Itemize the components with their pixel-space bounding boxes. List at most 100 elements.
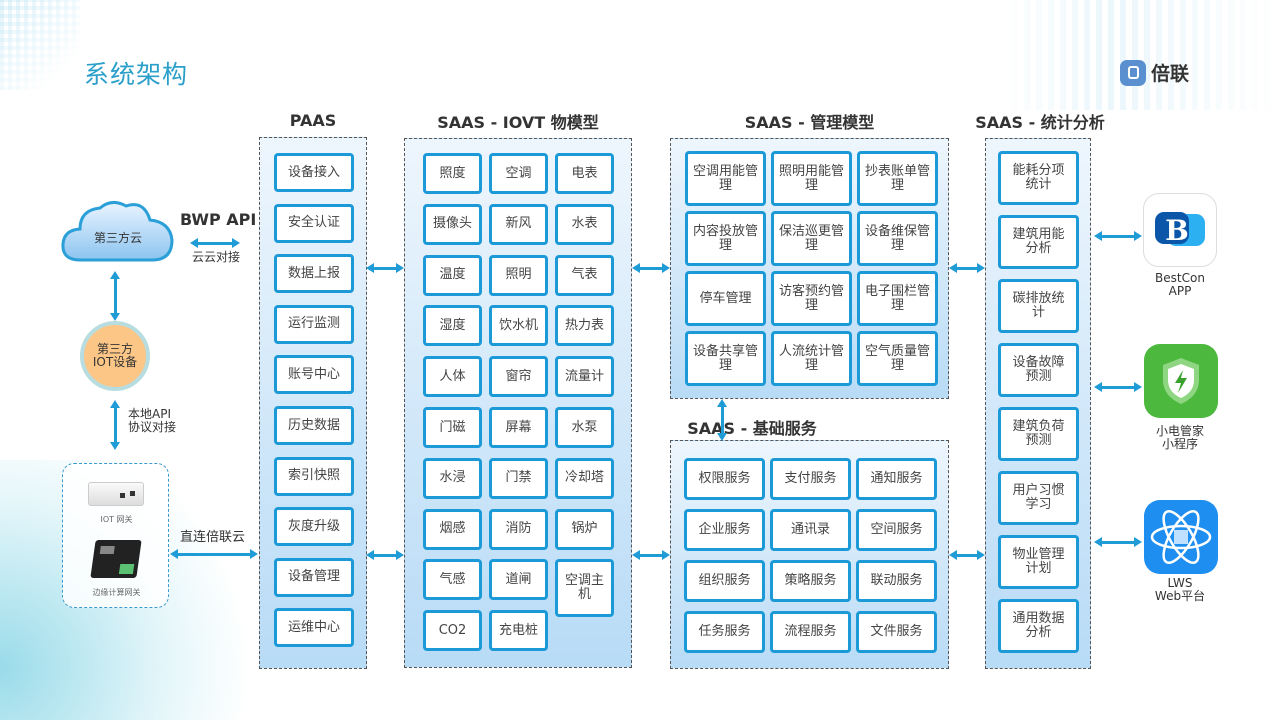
iovt-item[interactable]: 新风 xyxy=(489,203,548,245)
iot-gateway-image xyxy=(88,482,144,506)
cloud-icon xyxy=(61,201,174,262)
paas-item[interactable]: 设备管理 xyxy=(274,557,354,597)
stats-item[interactable]: 设备故障预测 xyxy=(998,343,1079,397)
iovt-item[interactable]: 水表 xyxy=(555,203,614,245)
basic-service-item[interactable]: 支付服务 xyxy=(770,458,851,500)
management-item[interactable]: 人流统计管理 xyxy=(771,331,852,386)
iovt-item[interactable]: 热力表 xyxy=(555,305,614,347)
iovt-item[interactable]: 道闸 xyxy=(489,559,548,601)
bidirectional-arrow xyxy=(1094,382,1142,392)
lws-web-icon[interactable] xyxy=(1144,500,1218,574)
iovt-item[interactable]: 照度 xyxy=(423,153,482,194)
iovt-item[interactable]: 屏幕 xyxy=(489,407,548,448)
cloud-link-label: 云云对接 xyxy=(191,250,240,264)
basic-service-item[interactable]: 企业服务 xyxy=(684,509,765,551)
stats-item[interactable]: 物业管理计划 xyxy=(998,535,1079,589)
basic-service-item[interactable]: 任务服务 xyxy=(684,611,765,653)
management-item[interactable]: 访客预约管理 xyxy=(771,271,852,326)
stats-item[interactable]: 能耗分项统计 xyxy=(998,151,1079,205)
device-label-line: IOT设备 xyxy=(92,355,138,369)
label-line: 小电管家 xyxy=(1155,424,1204,438)
paas-item[interactable]: 灰度升级 xyxy=(274,507,354,547)
iovt-item[interactable]: 烟感 xyxy=(423,508,482,550)
management-item[interactable]: 设备维保管理 xyxy=(857,211,938,266)
management-item[interactable]: 空气质量管理 xyxy=(857,331,938,386)
paas-item[interactable]: 历史数据 xyxy=(274,406,354,445)
iovt-item[interactable]: 摄像头 xyxy=(423,203,482,245)
iovt-item[interactable]: 照明 xyxy=(489,254,548,296)
management-item[interactable]: 设备共享管理 xyxy=(685,331,766,386)
management-item[interactable]: 空调用能管理 xyxy=(685,151,766,206)
iovt-item[interactable]: 电表 xyxy=(555,153,614,194)
iovt-item[interactable]: 充电桩 xyxy=(489,610,548,652)
iovt-item[interactable]: 温度 xyxy=(423,254,482,296)
management-item[interactable]: 照明用能管理 xyxy=(771,151,852,206)
management-item[interactable]: 抄表账单管理 xyxy=(857,151,938,206)
iovt-item[interactable]: 消防 xyxy=(489,508,548,550)
iovt-item[interactable]: 窗帘 xyxy=(489,356,548,398)
basic-service-item[interactable]: 流程服务 xyxy=(770,611,851,653)
local-api-label: 本地API 协议对接 xyxy=(128,408,176,434)
iovt-item[interactable]: 气感 xyxy=(423,559,482,601)
management-title: SAAS - 管理模型 xyxy=(744,113,875,132)
iovt-item[interactable]: 流量计 xyxy=(555,356,614,398)
iovt-item[interactable]: 气表 xyxy=(555,254,614,296)
edge-gateway-label: 边缘计算网关 xyxy=(92,588,141,597)
bidirectional-arrow xyxy=(110,271,120,321)
paas-item[interactable]: 运行监测 xyxy=(274,304,354,344)
paas-item[interactable]: 安全认证 xyxy=(274,203,354,243)
management-item[interactable]: 电子围栏管理 xyxy=(857,271,938,326)
stats-panel: 能耗分项统计 建筑用能分析 碳排放统计设备故障预测 建筑负荷预测 用户习惯学习 物业管理计… xyxy=(985,138,1091,669)
iovt-item[interactable]: 湿度 xyxy=(423,305,482,347)
basic-service-item[interactable]: 策略服务 xyxy=(770,560,851,602)
paas-item[interactable]: 数据上报 xyxy=(274,254,354,294)
paas-title: PAAS xyxy=(289,111,337,130)
basic-services-panel: 权限服务 支付服务 通知服务企业服务 通讯录 空间服务组织服务 策略服务 联动服务任务服务流… xyxy=(670,440,949,669)
iovt-item[interactable]: 门禁 xyxy=(489,457,548,499)
third-party-iot-device: 第三方 IOT设备 xyxy=(80,321,150,391)
stats-item[interactable]: 建筑负荷预测 xyxy=(998,407,1079,461)
basic-service-item[interactable]: 通知服务 xyxy=(856,458,937,500)
label-line: Web平台 xyxy=(1154,589,1206,603)
iovt-item[interactable]: 人体 xyxy=(423,356,482,398)
paas-item[interactable]: 索引快照 xyxy=(274,456,354,496)
bidirectional-arrow xyxy=(366,550,404,560)
bidirectional-arrow xyxy=(366,263,404,273)
shield-lightning-icon xyxy=(1163,358,1199,404)
paas-item[interactable]: 运维中心 xyxy=(274,608,354,648)
label-line: APP xyxy=(1168,284,1192,298)
stats-item[interactable]: 建筑用能分析 xyxy=(998,215,1079,269)
iovt-title: SAAS - IOVT 物模型 xyxy=(437,113,599,132)
stats-item[interactable]: 用户习惯学习 xyxy=(998,471,1079,525)
bidirectional-arrow xyxy=(1094,537,1142,547)
management-item[interactable]: 保洁巡更管理 xyxy=(771,211,852,266)
iovt-item[interactable]: 水浸 xyxy=(423,457,482,499)
iovt-item[interactable]: CO2 xyxy=(423,610,482,652)
iovt-item[interactable]: 饮水机 xyxy=(489,305,548,347)
iovt-item[interactable]: 水泵 xyxy=(555,407,614,448)
iovt-item[interactable]: 锅炉 xyxy=(555,508,614,550)
bidirectional-arrow xyxy=(717,399,727,441)
bidirectional-arrow xyxy=(632,263,670,273)
iovt-item[interactable]: 门磁 xyxy=(423,407,482,448)
iovt-item[interactable]: 冷却塔 xyxy=(555,457,614,499)
basic-service-item[interactable]: 文件服务 xyxy=(856,611,937,653)
basic-service-item[interactable]: 通讯录 xyxy=(770,509,851,551)
management-item[interactable]: 内容投放管理 xyxy=(685,211,766,266)
stats-item[interactable]: 碳排放统计 xyxy=(998,279,1079,333)
basic-service-item[interactable]: 空间服务 xyxy=(856,509,937,551)
iovt-item[interactable]: 空调主机 xyxy=(555,559,614,618)
bestcon-app-label: BestCon APP xyxy=(1130,272,1230,298)
paas-item[interactable]: 账号中心 xyxy=(274,355,354,395)
xiaodian-miniprogram-icon[interactable] xyxy=(1144,344,1218,418)
stats-item[interactable]: 通用数据分析 xyxy=(998,599,1079,653)
logo-icon xyxy=(1120,59,1146,86)
basic-service-item[interactable]: 组织服务 xyxy=(684,560,765,602)
bestcon-app-icon[interactable]: B xyxy=(1143,193,1217,267)
basic-service-item[interactable]: 权限服务 xyxy=(684,458,765,500)
basic-service-item[interactable]: 联动服务 xyxy=(856,560,937,602)
management-item[interactable]: 停车管理 xyxy=(685,271,766,326)
paas-item[interactable]: 设备接入 xyxy=(274,153,354,192)
iovt-item[interactable]: 空调 xyxy=(489,153,548,194)
label-line: 本地API xyxy=(128,407,171,421)
